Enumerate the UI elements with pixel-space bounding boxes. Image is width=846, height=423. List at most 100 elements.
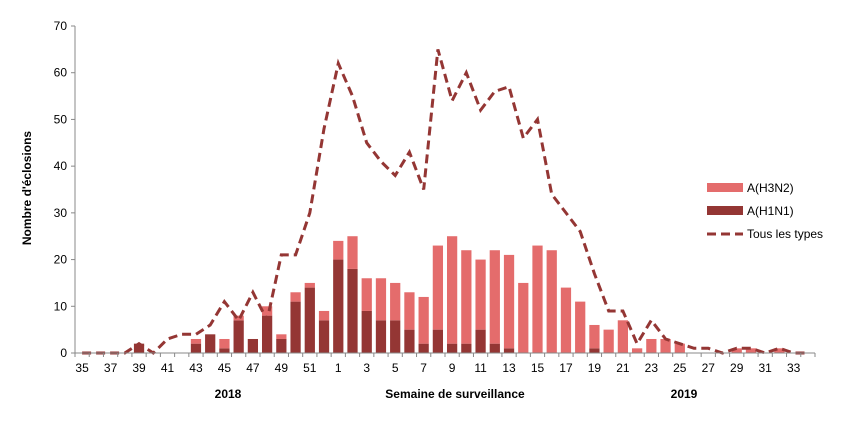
bar-ah1n1: [589, 348, 600, 353]
bar-ah1n1: [375, 320, 387, 353]
bar-ah1n1: [404, 329, 415, 353]
bar-ah3n2: [546, 250, 557, 353]
x-tick-label: 39: [132, 361, 146, 375]
x-tick-label: 45: [218, 361, 232, 375]
bar-ah1n1: [432, 329, 444, 353]
x-axis-label: Semaine de surveillance: [385, 387, 525, 401]
x-tick-label: 43: [189, 361, 203, 375]
bar-ah3n2: [475, 259, 486, 330]
x-tick-label: 21: [616, 361, 630, 375]
bar-ah3n2: [347, 236, 358, 269]
bar-ah3n2: [503, 254, 515, 349]
bar-ah1n1: [290, 301, 301, 353]
bar-ah3n2: [219, 338, 230, 349]
y-ticks: 0 10 20 30 40 50 60 70: [54, 19, 75, 360]
bar-ah3n2: [318, 310, 330, 321]
y-tick-label: 0: [60, 346, 67, 360]
legend-label-tous-les-types: Tous les types: [747, 227, 823, 241]
bar-ah3n2: [603, 329, 614, 353]
x-ticks: 35 37 39 41 43 45 47 49 51 1 3 5 7 9 11 13 15 17 19 21 23 25 2…: [74, 353, 816, 375]
bar-ah3n2: [404, 292, 415, 330]
bar-ah3n2: [518, 282, 529, 353]
y-tick-label: 40: [54, 159, 68, 173]
bar-ah1n1: [233, 320, 244, 353]
bar-ah3n2: [261, 306, 273, 316]
bar-ah1n1: [461, 343, 472, 353]
x-tick-label: 33: [787, 361, 801, 375]
x-tick-label: 25: [673, 361, 687, 375]
legend-swatch-h3n2: [707, 183, 743, 192]
bar-ah3n2: [489, 250, 500, 344]
bar-ah3n2: [233, 315, 244, 321]
x-tick-label: 35: [75, 361, 89, 375]
bar-ah3n2: [290, 292, 301, 302]
y-tick-label: 30: [54, 206, 68, 220]
legend: A(H3N2) A(H1N1) Tous les types: [707, 181, 823, 241]
x-tick-label: 1: [335, 361, 342, 375]
bar-ah3n2: [745, 348, 757, 353]
bar-ah3n2: [646, 338, 657, 353]
bar-ah1n1: [333, 259, 344, 353]
bar-ah3n2: [361, 278, 372, 311]
bar-ah1n1: [190, 343, 202, 353]
bar-ah1n1: [261, 315, 273, 353]
x-tick-label: 27: [702, 361, 716, 375]
y-tick-label: 60: [54, 66, 68, 80]
x-tick-label: 49: [275, 361, 289, 375]
x-tick-label: 7: [420, 361, 427, 375]
x-tick-label: 37: [104, 361, 118, 375]
bar-ah3n2: [532, 245, 543, 353]
y-tick-label: 70: [54, 19, 68, 33]
bar-ah1n1: [503, 348, 515, 353]
bar-ah3n2: [631, 348, 643, 353]
bar-ah3n2: [276, 334, 287, 339]
x-tick-label: 15: [531, 361, 545, 375]
bar-ah3n2: [190, 338, 202, 344]
y-axis-label: Nombre d'éclosions: [20, 131, 34, 246]
bar-ah1n1: [219, 348, 230, 353]
bar-ah3n2: [674, 343, 685, 353]
bar-ah3n2: [589, 324, 600, 349]
x-tick-label: 47: [246, 361, 260, 375]
x-tick-label: 3: [363, 361, 370, 375]
x-tick-label: 11: [474, 361, 487, 375]
bar-ah1n1: [205, 334, 216, 353]
bar-ah3n2: [304, 282, 315, 288]
bar-ah1n1: [418, 343, 429, 353]
x-tick-label: 9: [449, 361, 456, 375]
bar-ah3n2: [560, 287, 572, 353]
legend-label-h3n2: A(H3N2): [747, 181, 794, 195]
bar-ah1n1: [276, 338, 287, 353]
bar-ah3n2: [333, 240, 344, 260]
bar-ah3n2: [617, 320, 629, 353]
x-tick-label: 29: [730, 361, 744, 375]
y-tick-label: 10: [54, 299, 68, 313]
x-tick-label: 31: [759, 361, 773, 375]
bar-ah3n2: [660, 338, 671, 353]
bar-ah1n1: [318, 320, 330, 353]
legend-label-h1n1: A(H1N1): [747, 204, 794, 218]
x-tick-label: 51: [303, 361, 317, 375]
bar-ah3n2: [418, 296, 429, 344]
bar-ah3n2: [432, 245, 444, 330]
bar-ah1n1: [133, 343, 145, 353]
year-label-2019: 2019: [671, 387, 698, 401]
bar-ah3n2: [375, 278, 387, 321]
x-tick-label: 41: [161, 361, 175, 375]
bar-ah3n2: [390, 282, 401, 321]
bar-ah1n1: [390, 320, 401, 353]
x-tick-label: 23: [645, 361, 659, 375]
year-label-2018: 2018: [215, 387, 242, 401]
bar-ah1n1: [475, 329, 486, 353]
bar-ah1n1: [247, 338, 259, 353]
y-tick-label: 20: [54, 253, 68, 267]
bar-ah3n2: [446, 236, 458, 344]
x-tick-label: 13: [502, 361, 516, 375]
bar-ah3n2: [731, 348, 742, 353]
series-line-tous-les-types: [82, 48, 808, 355]
bar-ah3n2: [575, 301, 586, 353]
bar-ah3n2: [774, 348, 785, 353]
legend-swatch-h1n1: [707, 206, 743, 215]
y-tick-label: 50: [54, 112, 68, 126]
